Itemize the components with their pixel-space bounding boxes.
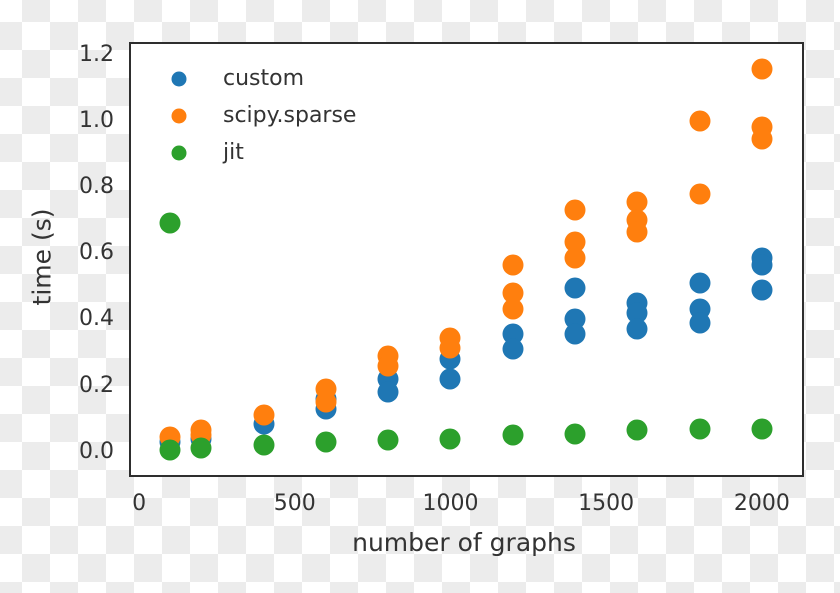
scatter-point-custom [377,381,399,403]
scatter-point-custom [564,277,586,299]
legend-marker-icon [171,71,187,87]
scatter-point-custom [439,368,461,390]
legend-marker-icon [171,145,187,161]
x-tick-label: 0 [132,491,147,516]
y-tick-label: 0.0 [79,438,114,464]
scatter-point-scipy.sparse [689,183,711,205]
scatter-point-scipy.sparse [253,404,275,426]
scatter-point-jit [751,418,773,440]
scatter-point-custom [626,302,648,324]
scatter-point-custom [689,312,711,334]
scatter-point-jit [564,423,586,445]
scatter-point-scipy.sparse [502,298,524,320]
scatter-point-jit [159,439,181,461]
legend-marker-icon [171,108,187,124]
scatter-point-jit [626,419,648,441]
scatter-point-jit [190,437,212,459]
y-tick-label: 0.2 [79,372,114,398]
scatter-point-scipy.sparse [315,391,337,413]
scatter-point-jit [159,212,181,234]
scatter-point-scipy.sparse [502,282,524,304]
scatter-point-scipy.sparse [626,221,648,243]
y-tick-label: 0.6 [79,240,114,266]
plot-area: custom scipy.sparse jit [129,42,804,477]
x-axis-label: number of graphs [352,528,576,557]
y-axis-label: time (s) [27,208,57,306]
scatter-point-scipy.sparse [502,254,524,276]
scatter-point-scipy.sparse [564,247,586,269]
scatter-point-scipy.sparse [377,355,399,377]
y-tick-label: 0.8 [79,174,114,199]
scatter-point-custom [626,318,648,340]
x-tick-label: 500 [273,491,316,516]
y-tick-label: 0.4 [79,306,114,332]
legend-item-label: scipy.sparse [223,103,357,128]
legend-item-label: jit [223,140,244,165]
scatter-point-custom [751,279,773,301]
scatter-point-jit [377,429,399,451]
scatter-point-scipy.sparse [751,128,773,150]
scatter-point-scipy.sparse [564,199,586,221]
y-tick-label: 1.0 [79,107,114,133]
scatter-point-jit [439,428,461,450]
scatter-point-jit [502,424,524,446]
scatter-point-scipy.sparse [751,58,773,80]
scatter-point-jit [689,418,711,440]
scatter-point-custom [564,323,586,345]
scatter-point-scipy.sparse [564,231,586,253]
scatter-point-custom [689,272,711,294]
x-tick-label: 2000 [733,491,790,516]
scatter-point-scipy.sparse [689,110,711,132]
legend-item-label: custom [223,66,305,91]
scatter-point-custom [502,338,524,360]
scatter-point-jit [253,434,275,456]
x-tick-label: 1000 [422,491,479,516]
scatter-point-jit [315,431,337,453]
scatter-point-scipy.sparse [439,337,461,359]
x-tick-label: 1500 [578,491,635,516]
scatter-point-custom [751,254,773,276]
scatter-point-scipy.sparse [626,191,648,213]
y-tick-label: 1.2 [79,41,114,67]
